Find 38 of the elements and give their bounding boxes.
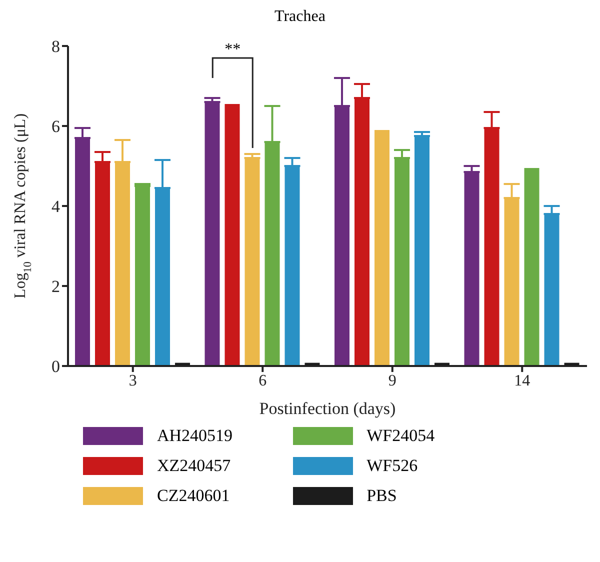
bar [524, 168, 540, 366]
bar [334, 106, 350, 366]
bar [95, 162, 110, 366]
x-tick-label: 3 [128, 372, 137, 390]
legend-label: XZ240457 [157, 456, 231, 476]
bar [115, 162, 130, 366]
bar [204, 102, 220, 366]
bar [155, 188, 170, 366]
bar [224, 104, 240, 366]
legend-label: AH240519 [157, 426, 233, 446]
legend-label: CZ240601 [157, 486, 230, 506]
bar [414, 136, 430, 366]
bar [394, 158, 410, 366]
x-tick-label: 9 [388, 372, 396, 390]
x-axis-title: Postinfection (days) [259, 399, 396, 418]
chart-title: Trachea [274, 8, 326, 26]
y-tick-label: 6 [52, 117, 60, 136]
bar [284, 166, 300, 366]
bar [544, 214, 560, 366]
y-tick-label: 8 [52, 37, 60, 56]
legend-label: WF526 [366, 456, 418, 476]
legend-label: WF24054 [366, 426, 435, 446]
bar [504, 198, 520, 366]
bar [244, 158, 260, 366]
x-tick-label: 14 [514, 372, 530, 390]
bar [75, 138, 90, 366]
x-tick-label: 6 [258, 372, 267, 390]
bar [354, 98, 370, 366]
y-tick-label: 2 [52, 277, 60, 296]
legend-label: PBS [366, 486, 397, 506]
y-tick-label: 4 [52, 197, 60, 216]
y-tick-label: 0 [52, 357, 60, 376]
bar [374, 130, 390, 366]
annotation: ** [224, 41, 241, 58]
bar [135, 186, 150, 366]
bar [264, 142, 280, 366]
bar [464, 172, 480, 366]
bar [484, 128, 500, 366]
